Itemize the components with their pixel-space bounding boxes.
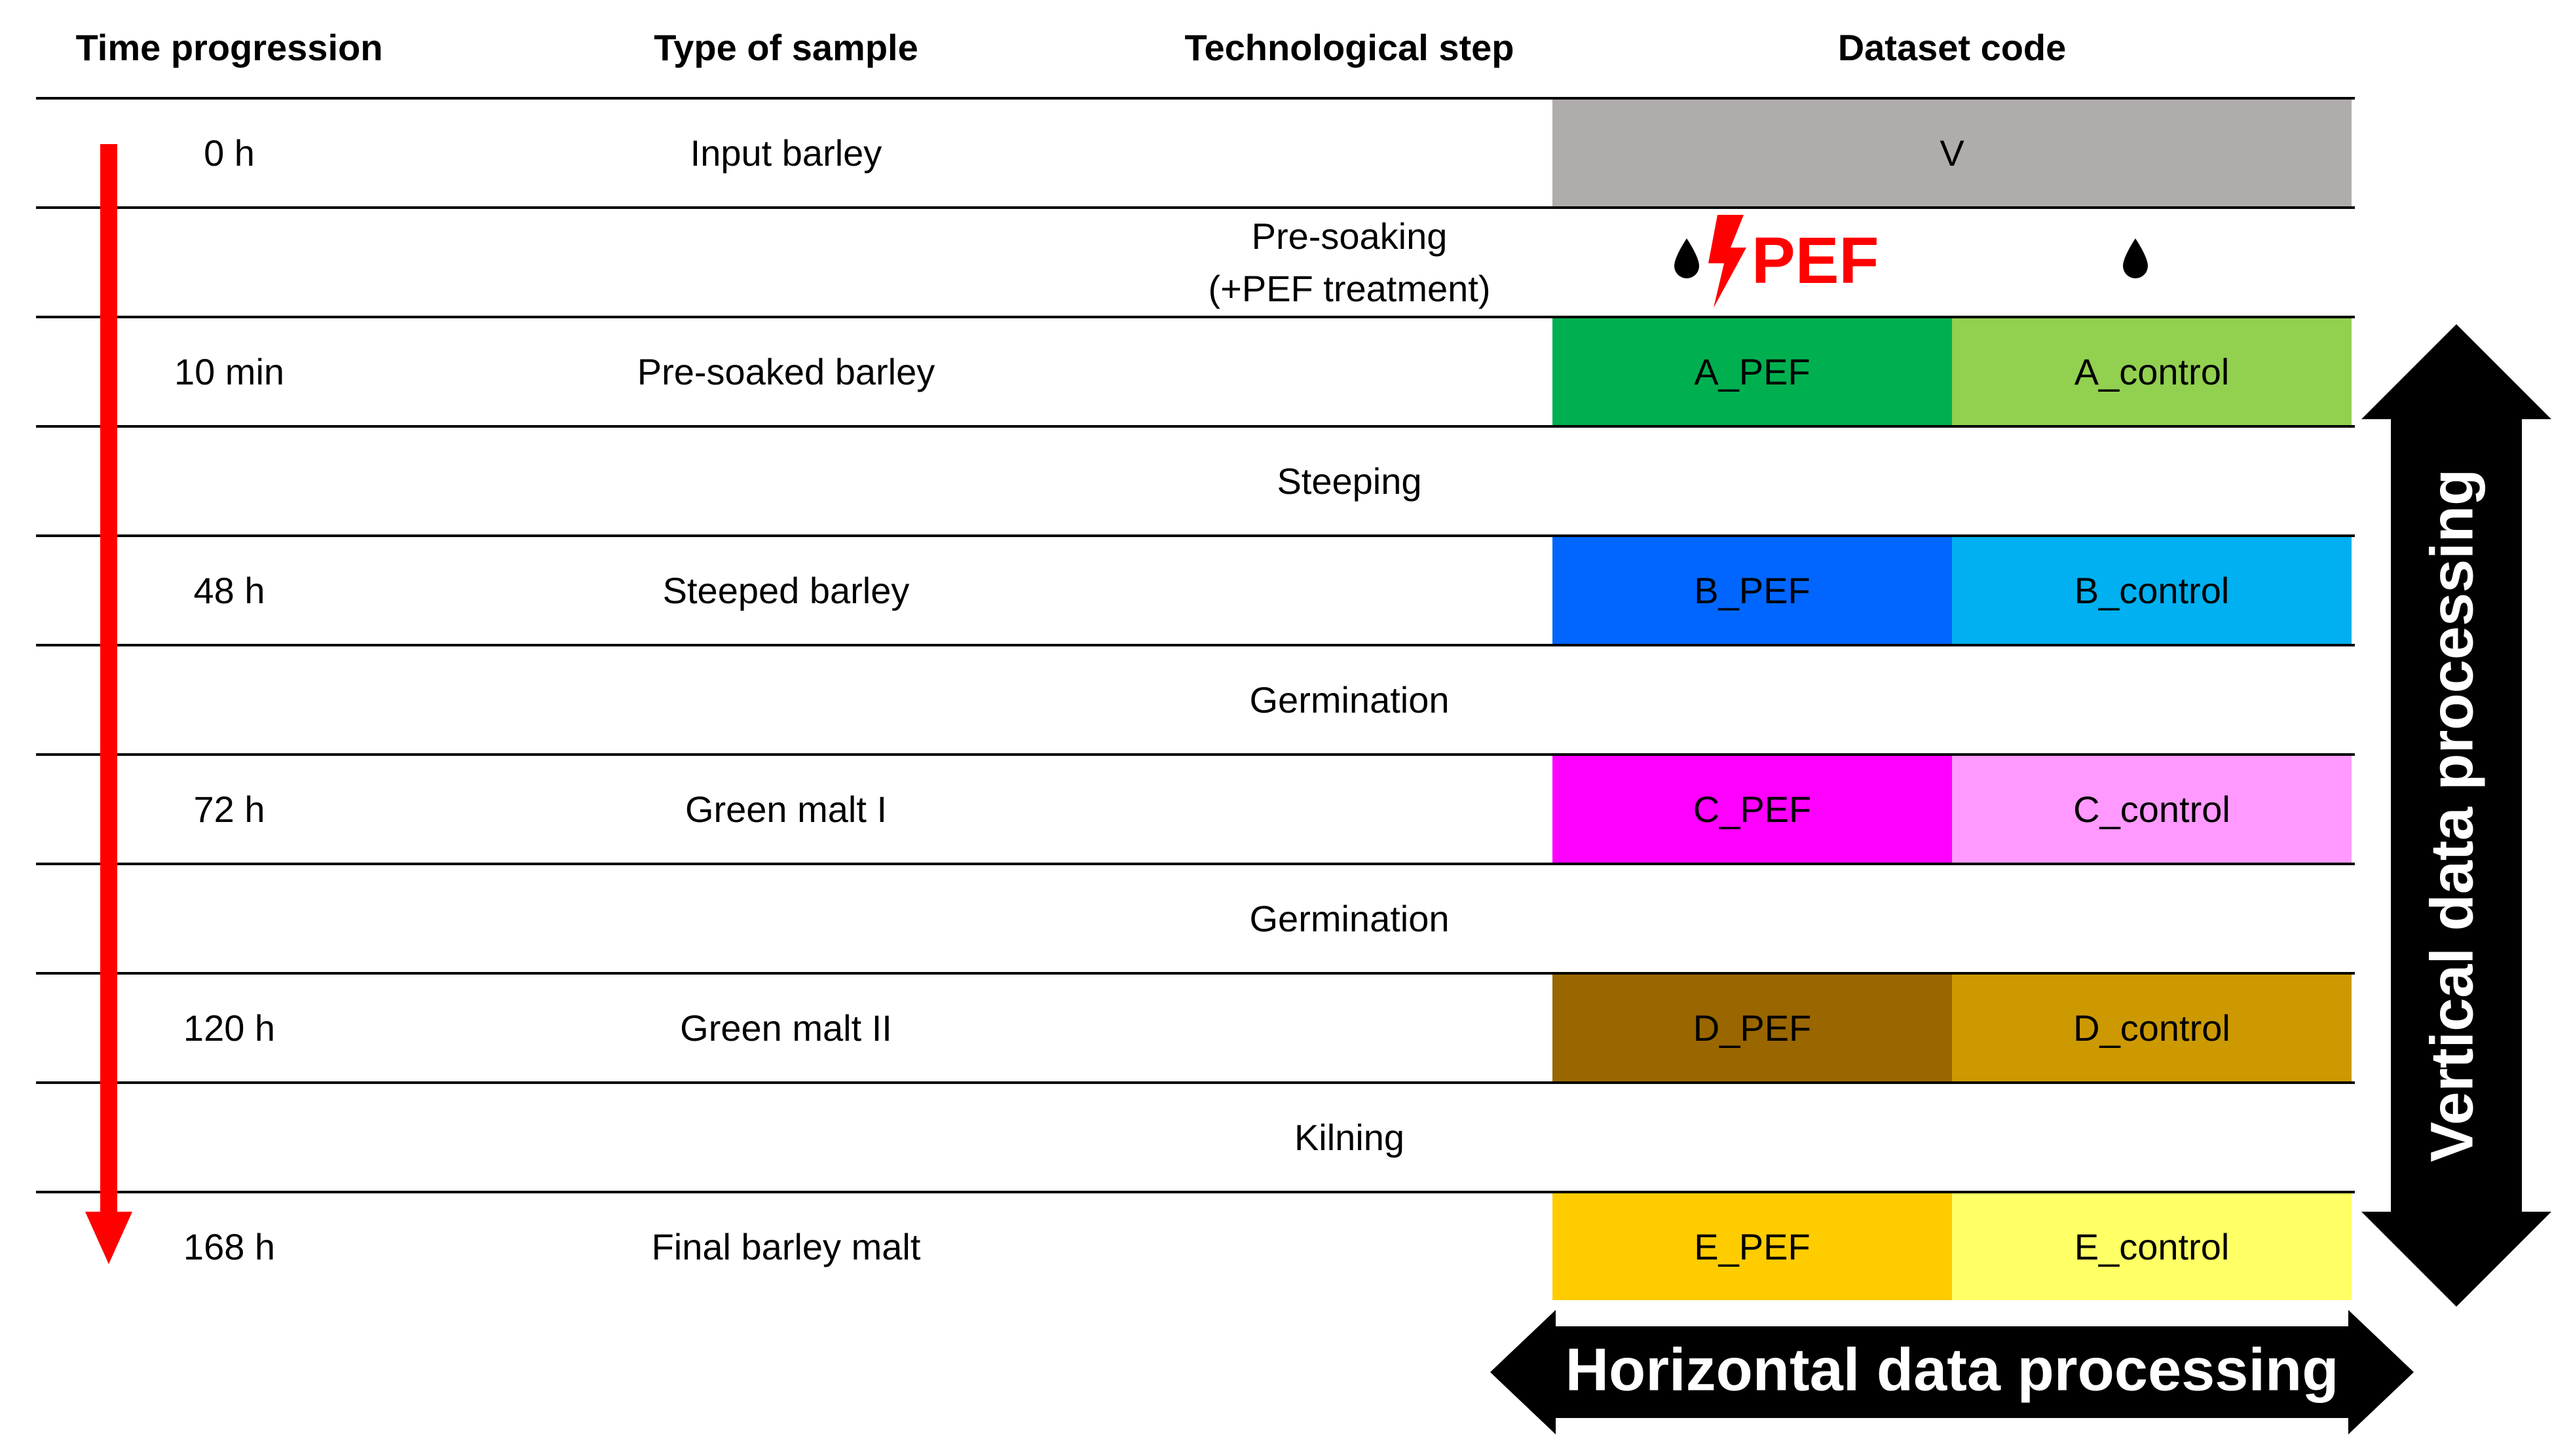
time-cell: 10 min bbox=[174, 351, 285, 392]
dataset-code-A-PEF: A_PEF bbox=[1552, 318, 1952, 425]
dataset-code-C-control: C_control bbox=[1952, 756, 2352, 863]
dataset-code-B-PEF: B_PEF bbox=[1552, 537, 1952, 644]
horizontal-data-processing-arrow: Horizontal data processing bbox=[1490, 1310, 2414, 1434]
time-cell: 168 h bbox=[183, 1226, 276, 1267]
step-line-2: (+PEF treatment) bbox=[1208, 267, 1491, 309]
row-separator bbox=[36, 644, 2355, 646]
time-progression-arrow-icon bbox=[85, 144, 132, 1264]
dataset-code-D-control: D_control bbox=[1952, 975, 2352, 1081]
step-cell: Kilning bbox=[1294, 1117, 1405, 1158]
sample-cell: Green malt I bbox=[685, 789, 888, 830]
table-top-rule bbox=[36, 97, 2355, 100]
water-drop-icon bbox=[2123, 238, 2148, 278]
step-cell-pre-soaking: Pre-soaking (+PEF treatment) bbox=[1127, 209, 1572, 316]
row-separator bbox=[36, 972, 2355, 975]
sample-cell: Input barley bbox=[690, 132, 882, 174]
dataset-code-C-PEF: C_PEF bbox=[1552, 756, 1952, 863]
dataset-code-E-control: E_control bbox=[1952, 1193, 2352, 1300]
step-cell: Germination bbox=[1249, 679, 1450, 720]
sample-cell: Steeped barley bbox=[662, 570, 910, 611]
sample-cell: Green malt II bbox=[680, 1007, 892, 1049]
double-arrow-icon bbox=[1490, 1310, 2414, 1434]
dataset-code-B-control: B_control bbox=[1952, 537, 2352, 644]
time-cell: 0 h bbox=[204, 132, 255, 174]
row-separator bbox=[36, 753, 2355, 756]
row-separator bbox=[36, 316, 2355, 318]
step-line-1: Pre-soaking bbox=[1251, 215, 1448, 257]
horizontal-data-processing-label: Horizontal data processing bbox=[1566, 1336, 2339, 1403]
row-separator bbox=[36, 206, 2355, 209]
header-type-of-sample: Type of sample bbox=[654, 27, 918, 68]
dataset-code-D-PEF: D_PEF bbox=[1552, 975, 1952, 1081]
double-arrow-icon bbox=[2361, 324, 2551, 1307]
row-separator bbox=[36, 425, 2355, 428]
step-cell: Germination bbox=[1249, 898, 1450, 939]
step-cell: Steeping bbox=[1277, 460, 1422, 502]
pef-treatment-icon-group: PEF bbox=[1674, 215, 1879, 308]
row-separator bbox=[36, 863, 2355, 865]
water-drop-icon bbox=[1674, 238, 1699, 278]
vertical-data-processing-label: Vertical data processing bbox=[2418, 469, 2485, 1162]
row-separator bbox=[36, 1081, 2355, 1084]
lightning-bolt-icon bbox=[1708, 215, 1746, 308]
header-technological-step: Technological step bbox=[1184, 27, 1514, 68]
row-separator bbox=[36, 1191, 2355, 1193]
vertical-data-processing-arrow: Vertical data processing bbox=[2361, 324, 2551, 1307]
dataset-code-V: V bbox=[1552, 100, 2352, 206]
time-cell: 120 h bbox=[183, 1007, 276, 1049]
time-cell: 72 h bbox=[193, 789, 265, 830]
time-cell: 48 h bbox=[193, 570, 265, 611]
dataset-code-E-PEF: E_PEF bbox=[1552, 1193, 1952, 1300]
dataset-code-A-control: A_control bbox=[1952, 318, 2352, 425]
header-dataset-code: Dataset code bbox=[1837, 27, 2067, 68]
sample-cell: Pre-soaked barley bbox=[637, 351, 935, 392]
pef-label: PEF bbox=[1752, 224, 1879, 297]
sample-cell: Final barley malt bbox=[651, 1226, 921, 1267]
row-separator bbox=[36, 534, 2355, 537]
header-time-progression: Time progression bbox=[75, 27, 383, 68]
